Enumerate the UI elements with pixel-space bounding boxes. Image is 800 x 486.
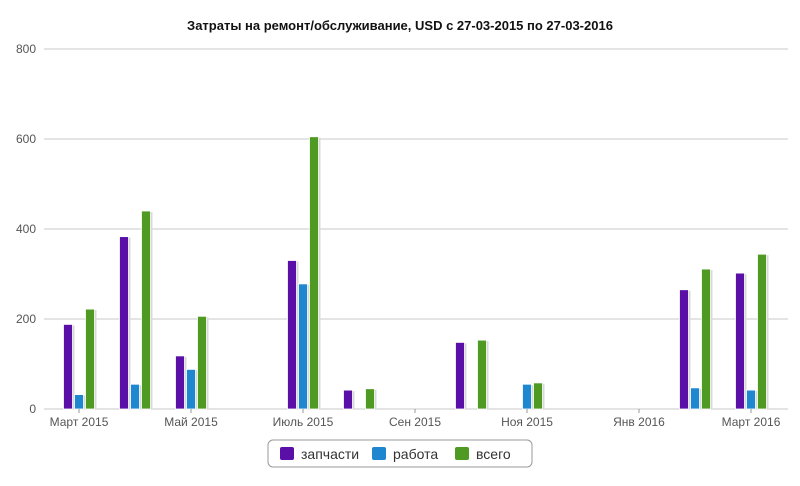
bar: работа Мар 2016: 42 [746,389,756,410]
y-tick-label: 800 [16,42,36,56]
legend-swatch [280,447,294,460]
bar: всего Ноя 2015: 58 [533,382,543,410]
bar: всего Мар 2015: 222 [85,308,95,410]
bar: всего Окт 2015: 153 [477,339,487,410]
bar: всего Мар 2016: 344 [757,253,767,410]
y-axis-ticks: 0 200 400 600 800 [16,42,36,416]
chart-title: Затраты на ремонт/обслуживание, USD с 27… [187,18,613,33]
x-tick-label: Сен 2015 [389,415,441,429]
bar: работа Июл 2015: 278 [298,283,308,410]
legend-swatch [455,447,469,460]
x-tick-label: Ноя 2015 [501,415,553,429]
x-tick-label: Май 2015 [164,415,218,429]
bar: работа Май 2015: 88 [186,368,196,410]
bar: запчасти Июл 2015: 330 [287,260,297,410]
legend-label[interactable]: всего [476,446,511,462]
bar: запчасти Апр 2015: 383 [119,236,129,410]
legend-label[interactable]: работа [393,446,438,462]
bar: запчасти Мар 2016: 302 [735,272,745,410]
y-tick-label: 600 [16,132,36,146]
y-tick-label: 400 [16,222,36,236]
x-tick-label: Март 2016 [722,415,781,429]
x-tick-label: Март 2015 [50,415,109,429]
bar: запчасти Авг 2015: 42 [343,389,353,410]
bar: всего Фев 2016: 311 [701,268,711,410]
legend-swatch [372,447,386,460]
bars: запчасти Мар 2015: 188работа Мар 2015: 3… [63,136,769,410]
x-tick-label: Июль 2015 [273,415,334,429]
bar: запчасти Май 2015: 118 [175,355,185,410]
bar: запчасти Окт 2015: 148 [455,341,465,410]
y-tick-label: 0 [29,402,36,416]
legend-label[interactable]: запчасти [301,446,359,462]
bar: всего Апр 2015: 440 [141,210,151,410]
x-axis-ticks: Март 2015 Май 2015 Июль 2015 Сен 2015 Ноя 20… [50,409,781,429]
bar: запчасти Мар 2015: 188 [63,323,73,410]
legend-box [267,439,533,468]
bar: запчасти Фев 2016: 265 [679,289,689,410]
bar: работа Фев 2016: 47 [690,387,700,410]
bar: работа Ноя 2015: 55 [522,383,532,410]
x-tick-label: Янв 2016 [613,415,665,429]
bar: всего Авг 2015: 45 [365,388,375,410]
grid-layer [44,48,788,410]
bar: работа Мар 2015: 32 [74,394,84,410]
legend: запчасти работа всего [267,439,533,468]
bar: работа Апр 2015: 55 [130,383,140,410]
bar: всего Июл 2015: 605 [309,136,319,410]
y-tick-label: 200 [16,312,36,326]
bar: всего Май 2015: 206 [197,315,207,410]
